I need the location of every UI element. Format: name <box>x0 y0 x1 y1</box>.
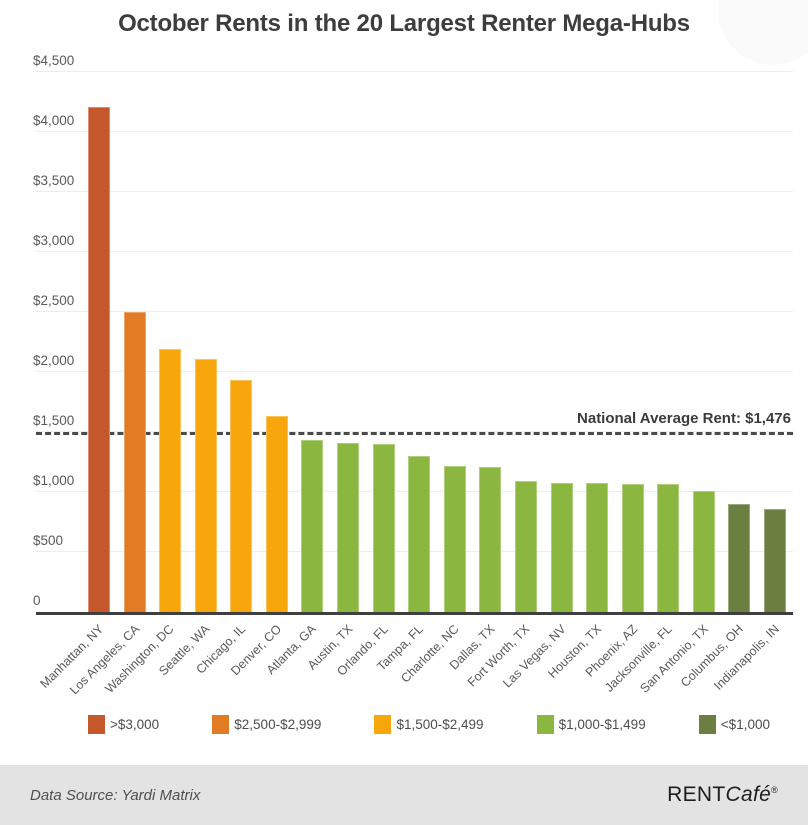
legend: >$3,000 $2,500-$2,999 $1,500-$2,499 $1,000-… <box>88 715 770 734</box>
bar <box>693 491 715 612</box>
y-tick-label: $3,500 <box>33 172 75 188</box>
gridline <box>36 311 793 312</box>
legend-label: >$3,000 <box>110 717 160 732</box>
bar <box>764 509 786 612</box>
bar <box>444 466 466 612</box>
y-tick-label: 0 <box>33 592 41 608</box>
y-tick-label: $1,500 <box>33 412 75 428</box>
bar <box>657 484 679 612</box>
chart-title: October Rents in the 20 Largest Renter M… <box>118 10 690 37</box>
legend-item: >$3,000 <box>88 715 159 734</box>
bar <box>373 444 395 612</box>
legend-swatch <box>374 715 392 734</box>
legend-label: $1,000-$1,499 <box>558 717 646 732</box>
legend-item: $1,500-$2,499 <box>374 715 484 734</box>
national-average-label: National Average Rent: $1,476 <box>577 410 791 427</box>
bar <box>159 349 181 612</box>
legend-label: <$1,000 <box>720 717 770 732</box>
bar <box>88 107 110 612</box>
legend-swatch <box>536 715 554 734</box>
footer: Data Source: Yardi Matrix RENTCafé® <box>0 765 808 825</box>
y-tick-label: $2,000 <box>33 352 75 368</box>
y-tick-label: $500 <box>33 532 64 548</box>
gridline <box>36 71 793 72</box>
x-tick-label: Columbus, OH <box>678 622 746 690</box>
bar <box>124 312 146 612</box>
legend-label: $2,500-$2,999 <box>234 717 322 732</box>
y-tick-label: $4,000 <box>33 112 75 128</box>
y-tick-label: $4,500 <box>33 52 75 68</box>
legend-item: $1,000-$1,499 <box>536 715 646 734</box>
registered-mark: ® <box>771 785 778 795</box>
gridline <box>36 191 793 192</box>
legend-item: <$1,000 <box>698 715 770 734</box>
bar <box>551 483 573 612</box>
gridline <box>36 251 793 252</box>
national-average-line: National Average Rent: $1,476 <box>36 410 793 435</box>
gridline <box>36 131 793 132</box>
bar <box>728 504 750 612</box>
logo-rent-text: RENT <box>667 783 726 806</box>
x-tick-label: Manhattan, NY <box>37 622 106 691</box>
bar <box>586 483 608 612</box>
data-source-text: Data Source: Yardi Matrix <box>30 786 201 804</box>
rentcafe-logo: RENTCafé® <box>667 783 778 807</box>
gridline <box>36 431 793 432</box>
logo-cafe-text: Café <box>725 783 772 806</box>
bar <box>266 416 288 612</box>
y-tick-label: $3,000 <box>33 232 75 248</box>
x-axis-line <box>36 612 793 615</box>
legend-label: $1,500-$2,499 <box>396 717 484 732</box>
y-tick-label: $1,000 <box>33 472 75 488</box>
bar <box>195 359 217 612</box>
bar <box>301 440 323 612</box>
bar-chart-plot: 0 $500 $1,000 $1,500 $2,000 $2,500 $3,000 $3,50… <box>0 53 808 697</box>
legend-item: $2,500-$2,999 <box>212 715 321 734</box>
legend-swatch <box>88 715 105 734</box>
bar <box>622 484 644 612</box>
legend-swatch <box>212 715 230 734</box>
bar <box>230 380 252 612</box>
y-tick-label: $2,500 <box>33 292 75 308</box>
bar <box>479 467 501 612</box>
bars-container: Manhattan, NY Los Angeles, CA Washington, … <box>37 72 786 697</box>
x-tick-label: Indianapolis, IN <box>711 622 782 693</box>
bar <box>515 481 537 612</box>
gridline <box>36 371 793 372</box>
bar <box>408 456 430 612</box>
legend-swatch <box>698 715 716 734</box>
bar <box>337 443 359 612</box>
